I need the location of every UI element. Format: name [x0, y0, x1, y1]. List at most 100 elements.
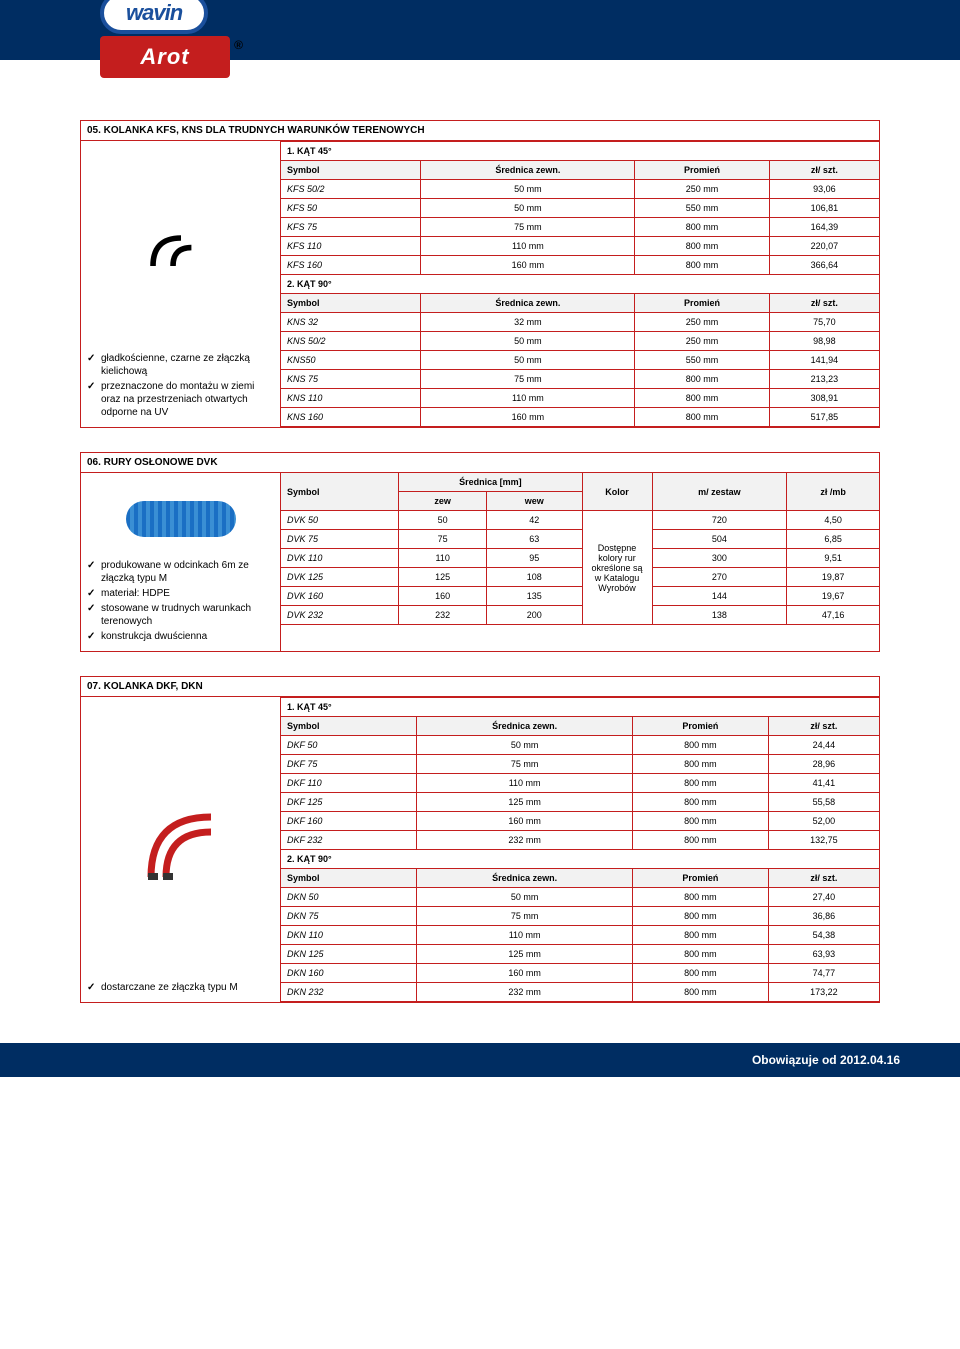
cell: 125 [399, 568, 487, 587]
cell: 141,94 [769, 351, 879, 370]
logo-wrap: wavin Arot [100, 0, 230, 78]
cell: DKF 110 [281, 774, 417, 793]
cell: 800 mm [633, 812, 769, 831]
cell: 55,58 [768, 793, 879, 812]
cell: DKN 160 [281, 964, 417, 983]
cell: DKF 75 [281, 755, 417, 774]
col: Symbol [281, 161, 421, 180]
cell: 98,98 [769, 332, 879, 351]
section-06-left: produkowane w odcinkach 6m ze złączką ty… [81, 473, 281, 651]
section-06-table: Symbol Średnica [mm] Kolor m/ zestaw zł … [281, 473, 879, 625]
arot-logo: Arot [100, 36, 230, 78]
bullet: dostarczane ze złączką typu M [87, 981, 274, 994]
col: Symbol [281, 717, 417, 736]
cell: 52,00 [768, 812, 879, 831]
col: Promień [633, 717, 769, 736]
cell: KFS 160 [281, 256, 421, 275]
col: wew [487, 492, 582, 511]
cell: 300 [652, 549, 787, 568]
cell: 4,50 [787, 511, 879, 530]
cell: KNS 32 [281, 313, 421, 332]
cell: 9,51 [787, 549, 879, 568]
cell: 50 [399, 511, 487, 530]
cell: 41,41 [768, 774, 879, 793]
cell: DVK 232 [281, 606, 399, 625]
col: zł/ szt. [768, 869, 879, 888]
subhead: 2. KĄT 90° [281, 275, 879, 294]
header-bar: wavin Arot [0, 0, 960, 60]
section-06: 06. RURY OSŁONOWE DVK produkowane w odci… [80, 452, 880, 652]
kolor-cell: Dostępne kolory rur określone są w Katal… [582, 511, 652, 625]
cell: DKN 75 [281, 907, 417, 926]
cell: 800 mm [635, 408, 769, 427]
cell: KNS 160 [281, 408, 421, 427]
cell: 213,23 [769, 370, 879, 389]
cell: DKF 50 [281, 736, 417, 755]
section-05: 05. KOLANKA KFS, KNS DLA TRUDNYCH WARUNK… [80, 120, 880, 428]
cell: KFS 50 [281, 199, 421, 218]
bullet: przeznaczone do montażu w ziemi oraz na … [87, 380, 274, 419]
cell: 250 mm [635, 180, 769, 199]
cell: 108 [487, 568, 582, 587]
footer-bar: Obowiązuje od 2012.04.16 [0, 1043, 960, 1077]
col: zł/ szt. [769, 294, 879, 313]
kfs-image [87, 147, 274, 352]
cell: 800 mm [633, 793, 769, 812]
cell: 93,06 [769, 180, 879, 199]
cell: 550 mm [635, 351, 769, 370]
subhead: 2. KĄT 90° [281, 850, 879, 869]
cell: 800 mm [633, 888, 769, 907]
cell: 550 mm [635, 199, 769, 218]
col: zł/ szt. [769, 161, 879, 180]
col: Średnica zewn. [421, 294, 635, 313]
cell: DVK 50 [281, 511, 399, 530]
cell: 63,93 [768, 945, 879, 964]
footer-text: Obowiązuje od 2012.04.16 [752, 1053, 900, 1067]
cell: 800 mm [633, 945, 769, 964]
cell: 74,77 [768, 964, 879, 983]
cell: 19,67 [787, 587, 879, 606]
cell: 800 mm [633, 736, 769, 755]
cell: 125 mm [417, 945, 633, 964]
col: zł /mb [787, 473, 879, 511]
cell: 24,44 [768, 736, 879, 755]
col: zew [399, 492, 487, 511]
page-content: 05. KOLANKA KFS, KNS DLA TRUDNYCH WARUNK… [0, 120, 960, 1003]
cell: 720 [652, 511, 787, 530]
cell: DVK 110 [281, 549, 399, 568]
col: Symbol [281, 294, 421, 313]
wavin-logo: wavin [100, 0, 208, 34]
cell: 270 [652, 568, 787, 587]
cell: 160 mm [421, 256, 635, 275]
cell: 6,85 [787, 530, 879, 549]
bullet: stosowane w trudnych warunkach terenowyc… [87, 602, 274, 628]
section-07: 07. KOLANKA DKF, DKN dostarczane ze złąc… [80, 676, 880, 1003]
cell: 50 mm [417, 888, 633, 907]
cell: 232 mm [417, 831, 633, 850]
cell: 75 mm [421, 370, 635, 389]
section-05-table: 1. KĄT 45° Symbol Średnica zewn. Promień… [281, 141, 879, 427]
section-05-left: gładkościenne, czarne ze złączką kielich… [81, 141, 281, 427]
col: Promień [635, 294, 769, 313]
cell: 250 mm [635, 313, 769, 332]
section-07-right: 1. KĄT 45° Symbol Średnica zewn. Promień… [281, 697, 879, 1002]
cell: KNS 50/2 [281, 332, 421, 351]
cell: 173,22 [768, 983, 879, 1002]
cell: 160 mm [421, 408, 635, 427]
red-elbow-icon [136, 797, 226, 887]
section-07-left: dostarczane ze złączką typu M [81, 697, 281, 1002]
subhead: 1. KĄT 45° [281, 698, 879, 717]
section-07-table: 1. KĄT 45° Symbol Średnica zewn. Promień… [281, 697, 879, 1002]
cell: 800 mm [633, 755, 769, 774]
black-elbow-icon [136, 230, 226, 270]
cell: 75 mm [421, 218, 635, 237]
col: Symbol [281, 473, 399, 511]
cell: 800 mm [635, 218, 769, 237]
cell: 800 mm [633, 926, 769, 945]
cell: 800 mm [633, 964, 769, 983]
cell: 800 mm [635, 370, 769, 389]
cell: 517,85 [769, 408, 879, 427]
cell: 42 [487, 511, 582, 530]
col: Średnica [mm] [399, 473, 582, 492]
section-05-title: 05. KOLANKA KFS, KNS DLA TRUDNYCH WARUNK… [81, 121, 879, 141]
